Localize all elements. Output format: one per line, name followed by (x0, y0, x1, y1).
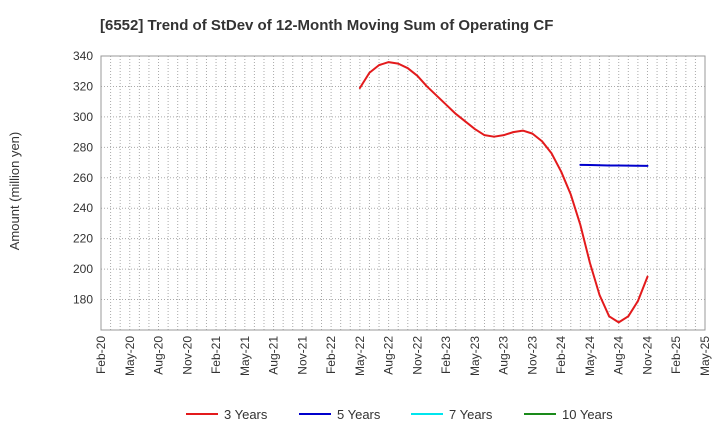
x-tick-label: Aug-23 (497, 336, 511, 375)
y-tick-label: 280 (73, 140, 93, 154)
y-tick-label: 240 (73, 201, 93, 215)
y-tick-label: 220 (73, 232, 93, 246)
x-tick-label: Aug-22 (382, 336, 396, 375)
y-tick-label: 340 (73, 49, 93, 63)
x-tick-label: Nov-20 (180, 336, 194, 375)
x-tick-label: Nov-23 (525, 336, 539, 375)
x-tick-label: Feb-22 (324, 336, 338, 374)
x-tick-label: Nov-21 (295, 336, 309, 375)
y-tick-label: 180 (73, 293, 93, 307)
x-tick-label: May-23 (468, 336, 482, 376)
y-tick-label: 320 (73, 79, 93, 93)
x-tick-label: Feb-21 (209, 336, 223, 374)
plot-area (100, 55, 706, 331)
x-tick-label: Aug-21 (267, 336, 281, 375)
x-tick-label: May-24 (583, 336, 597, 376)
grid (101, 56, 705, 330)
x-tick-label: Aug-24 (612, 336, 626, 375)
x-tick-label: May-21 (238, 336, 252, 376)
x-axis: Feb-20 May-20 Aug-20 Nov-20 Feb-21 May-21 Aug-… (94, 336, 712, 376)
legend: 3 Years 5 Years 7 Years 10 Years (186, 407, 613, 422)
y-axis-label: Amount (million yen) (7, 132, 22, 251)
x-tick-label: May-25 (698, 336, 712, 376)
legend-label-2: 5 Years (337, 407, 381, 422)
x-tick-label: May-22 (353, 336, 367, 376)
chart-title: [6552] Trend of StDev of 12-Month Moving… (100, 17, 553, 34)
series-line-2 (579, 163, 649, 167)
legend-label-1: 3 Years (224, 407, 268, 422)
x-tick-label: May-20 (123, 336, 137, 376)
x-tick-label: Feb-20 (94, 336, 108, 374)
x-tick-label: Feb-23 (439, 336, 453, 374)
x-tick-label: Aug-20 (152, 336, 166, 375)
x-tick-label: Feb-24 (554, 336, 568, 374)
series-lines (358, 61, 649, 324)
legend-label-4: 10 Years (562, 407, 613, 422)
x-tick-label: Feb-25 (669, 336, 683, 374)
x-tick-label: Nov-24 (640, 336, 654, 375)
series-line-1 (358, 61, 649, 324)
y-axis: 180 200 220 240 260 280 300 320 340 (73, 49, 93, 307)
legend-label-3: 7 Years (449, 407, 493, 422)
y-tick-label: 200 (73, 262, 93, 276)
x-tick-label: Nov-22 (410, 336, 424, 375)
y-tick-label: 260 (73, 171, 93, 185)
y-tick-label: 300 (73, 110, 93, 124)
